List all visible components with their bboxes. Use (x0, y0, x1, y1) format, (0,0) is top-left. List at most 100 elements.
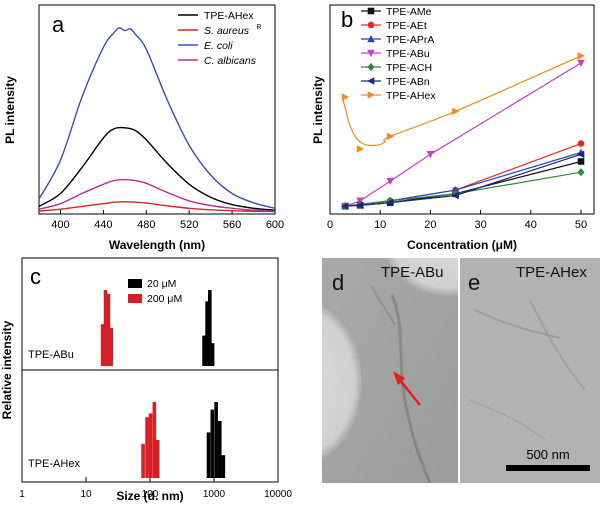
plot-area-c (100, 290, 226, 478)
legend-b: TPE-AMe TPE-AEt TPE-APrA TPE-ABu TPE-ACH TPE-… (361, 6, 436, 102)
legend-label-b: TPE-AEt (386, 20, 427, 32)
data-point-tpeabu (577, 59, 585, 68)
series-line-tpeabu (344, 62, 582, 207)
series-line-calbicans (38, 178, 276, 212)
scale-bar (506, 465, 590, 471)
fiber-strand (390, 294, 432, 483)
legend-label-b: TPE-AMe (386, 6, 432, 18)
series-line-tpeabn (345, 153, 582, 207)
panel-letter-d: d (332, 270, 344, 295)
x-axis-a: 400 440 480 520 560 600 (51, 210, 284, 231)
panel-c: 1 10 100 1000 10000 c TPE-ABu TPE-AHex Size … (0, 257, 292, 503)
x-tick-label-a: 400 (51, 219, 69, 231)
panel-d: d TPE-ABu (322, 258, 458, 483)
data-point-tpeabn (386, 198, 394, 207)
series-line-tpeach (345, 171, 582, 207)
legend-label-a: S. aureus (204, 25, 250, 37)
subplot-label-bottom: TPE-AHex (28, 458, 80, 470)
panel-letter-c: c (30, 264, 41, 289)
data-point-tpeaet (577, 140, 585, 147)
histogram-bar (109, 328, 114, 366)
histogram-bar (217, 421, 222, 478)
x-tick-label-a: 520 (180, 219, 198, 231)
plot-frame-a (38, 4, 276, 215)
plot-area-b (341, 52, 585, 211)
legend-swatch-c (128, 279, 142, 288)
x-axis-c: 1 10 100 1000 10000 (19, 477, 292, 500)
ylabel-a: PL intensity (3, 76, 17, 144)
legend-label-c: 20 μM (147, 278, 176, 290)
histogram-bar (152, 402, 157, 478)
legend-marker-b (367, 49, 375, 57)
xlabel-a: Wavelength (nm) (109, 238, 205, 252)
panel-letter-e: e (468, 270, 480, 295)
legend-marker-b (367, 62, 375, 72)
histogram-bar (221, 455, 226, 478)
legend-c: 20 μM 200 μM (128, 278, 182, 305)
ylabel-b: PL intensity (311, 76, 325, 144)
series-line-ecoli (38, 27, 276, 209)
legend-label-b: TPE-ABu (386, 48, 430, 60)
label-e: TPE-AHex (516, 264, 587, 281)
histogram-bar (205, 301, 209, 366)
plot-area-a (38, 27, 276, 213)
legend-label-b: TPE-ABn (386, 76, 430, 88)
legend-marker-b (367, 7, 375, 15)
legend-label-b: TPE-APrA (386, 34, 434, 46)
series-line-tpeame (345, 160, 582, 207)
legend-marker-b (367, 35, 375, 43)
histogram-bar (206, 432, 211, 478)
tem-image-e (460, 258, 600, 483)
ylabel-c: Relative intensity (0, 320, 14, 419)
data-point-tpeame (577, 158, 585, 165)
series-line-saureus (38, 201, 276, 213)
histogram-bar (106, 293, 111, 366)
data-point-tpeabn (451, 191, 459, 200)
panel-a: 400 440 480 520 560 600 a Wavelength (nm) PL … (3, 4, 284, 252)
histogram-bar (100, 324, 105, 366)
data-point-tpeahex (386, 132, 395, 141)
xlabel-c: Size (d. nm) (116, 489, 183, 503)
legend-marker-b (367, 77, 375, 85)
histogram-bar (141, 443, 145, 478)
histogram-bar (202, 335, 206, 366)
histogram-bar (103, 290, 108, 366)
histogram-bar (145, 417, 149, 478)
plot-frame-b (329, 4, 595, 215)
data-point-tpeahex (577, 52, 585, 60)
data-point-tpeabn (341, 202, 349, 211)
fiber-strand (371, 285, 396, 326)
grid-hole-top (385, 258, 458, 296)
x-tick-label-b: 20 (424, 219, 436, 231)
legend-a: TPE-AHex S. aureus R E. coli C. albicans (178, 10, 261, 67)
data-point-tpeabn (356, 201, 364, 210)
x-axis-b: 0 10 20 30 40 50 (327, 210, 587, 231)
data-point-tpeabn (577, 150, 585, 159)
x-tick-label-b: 0 (327, 219, 333, 231)
panel-letter-a: a (52, 12, 65, 37)
xlabel-b: Concentration (μM) (407, 238, 517, 252)
legend-marker-b (367, 91, 375, 99)
x-tick-label-a: 480 (137, 219, 155, 231)
series-line-tpeaet (345, 143, 582, 207)
arrow-head (393, 371, 405, 385)
histogram-bar (148, 413, 153, 478)
legend-label-a: TPE-AHex (204, 10, 254, 22)
legend-swatch-c (128, 294, 142, 303)
panel-letter-b: b (341, 7, 353, 32)
histogram-bar (214, 402, 218, 478)
legend-label-b: TPE-AHex (386, 90, 436, 102)
histogram-bar (210, 409, 215, 478)
data-point-tpeahex (341, 93, 350, 101)
data-point-tpeabu (386, 177, 395, 186)
x-tick-label-b: 50 (575, 219, 587, 231)
x-tick-label-c: 1000 (203, 489, 226, 500)
series-line-tpeahex (342, 55, 582, 147)
series-line-tpeapra (345, 151, 582, 207)
data-point-tpeahex (356, 145, 365, 153)
label-d: TPE-ABu (381, 264, 444, 281)
arrow-shaft (398, 378, 421, 406)
legend-label-b: TPE-ACH (386, 62, 432, 74)
grid-hole-left (322, 305, 362, 459)
x-tick-label-c: 10000 (264, 489, 292, 500)
